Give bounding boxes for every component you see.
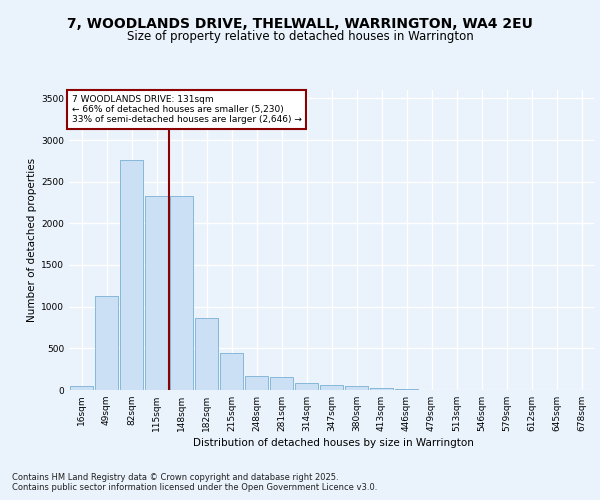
Bar: [220, 352, 243, 390]
Bar: [320, 386, 343, 390]
Bar: [170, 196, 193, 390]
Bar: [245, 376, 268, 390]
Text: Contains HM Land Registry data © Crown copyright and database right 2025.: Contains HM Land Registry data © Crown c…: [12, 472, 338, 482]
Text: Contains public sector information licensed under the Open Government Licence v3: Contains public sector information licen…: [12, 484, 377, 492]
Text: 7 WOODLANDS DRIVE: 131sqm
← 66% of detached houses are smaller (5,230)
33% of se: 7 WOODLANDS DRIVE: 131sqm ← 66% of detac…: [71, 94, 302, 124]
Bar: [270, 376, 293, 390]
Text: Distribution of detached houses by size in Warrington: Distribution of detached houses by size …: [193, 438, 473, 448]
Bar: [70, 386, 93, 390]
Bar: [95, 296, 118, 390]
Text: 7, WOODLANDS DRIVE, THELWALL, WARRINGTON, WA4 2EU: 7, WOODLANDS DRIVE, THELWALL, WARRINGTON…: [67, 18, 533, 32]
Y-axis label: Number of detached properties: Number of detached properties: [27, 158, 37, 322]
Text: Size of property relative to detached houses in Warrington: Size of property relative to detached ho…: [127, 30, 473, 43]
Bar: [195, 318, 218, 390]
Bar: [370, 388, 393, 390]
Bar: [345, 386, 368, 390]
Bar: [295, 383, 318, 390]
Bar: [145, 196, 168, 390]
Bar: [120, 160, 143, 390]
Bar: [395, 389, 418, 390]
